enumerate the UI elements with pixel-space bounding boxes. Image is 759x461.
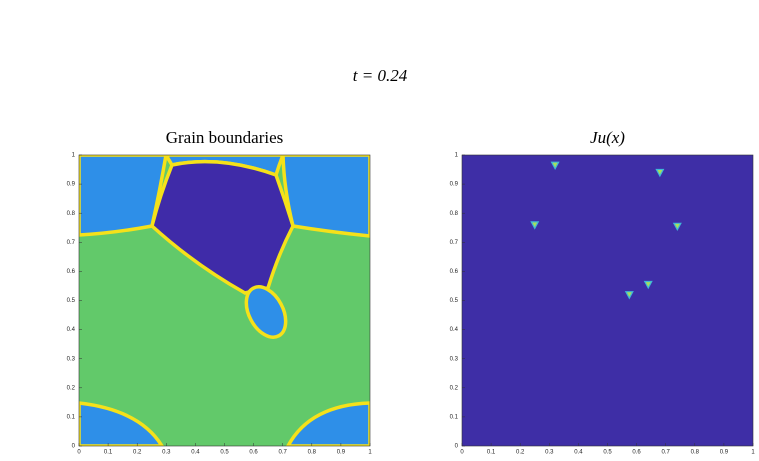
y-tick-label: 0.4 (67, 327, 76, 333)
x-tick-label: 0.8 (308, 450, 317, 456)
y-tick-label: 0.8 (450, 211, 459, 217)
y-tick-label: 0.8 (67, 211, 76, 217)
y-tick-label: 0.2 (450, 385, 459, 391)
junction-point (530, 221, 540, 230)
x-tick-label: 0.1 (487, 450, 496, 456)
y-tick-label: 0.9 (450, 182, 459, 188)
x-tick-label: 0.8 (691, 450, 700, 456)
y-tick-label: 0 (455, 444, 459, 450)
y-tick-label: 0 (72, 444, 76, 450)
x-tick-label: 0.2 (133, 450, 142, 456)
figure-title: t = 0.24 (353, 66, 408, 85)
y-tick-label: 0.5 (67, 298, 76, 304)
y-tick-label: 1 (72, 153, 76, 159)
x-tick-label: 1 (368, 450, 372, 456)
x-tick-label: 0.6 (249, 450, 258, 456)
chart-title: Ju(x) (590, 128, 625, 147)
x-tick-label: 0 (460, 450, 464, 456)
chart-title: Grain boundaries (166, 128, 284, 147)
x-tick-label: 0 (77, 450, 81, 456)
x-tick-label: 0.9 (720, 450, 729, 456)
x-tick-label: 0.5 (220, 450, 229, 456)
y-tick-label: 0.6 (67, 269, 76, 275)
junction-point (643, 280, 653, 290)
x-tick-label: 0.5 (603, 450, 612, 456)
grain-image (79, 155, 370, 446)
x-tick-label: 0.7 (662, 450, 671, 456)
y-tick-label: 0.1 (450, 414, 459, 420)
x-tick-label: 0.7 (279, 450, 288, 456)
y-tick-label: 0.7 (450, 240, 459, 246)
y-tick-label: 0.3 (67, 356, 76, 362)
x-tick-label: 0.9 (337, 450, 346, 456)
junction-point (624, 291, 634, 300)
y-tick-label: 0.9 (67, 182, 76, 188)
x-tick-label: 0.4 (574, 450, 583, 456)
x-tick-label: 0.2 (516, 450, 525, 456)
y-tick-label: 0.1 (67, 414, 76, 420)
y-tick-label: 0.4 (450, 327, 459, 333)
x-tick-label: 1 (751, 450, 755, 456)
y-tick-label: 0.7 (67, 240, 76, 246)
x-tick-label: 0.3 (545, 450, 554, 456)
x-tick-label: 0.1 (104, 450, 113, 456)
x-tick-label: 0.6 (632, 450, 641, 456)
y-tick-label: 0.3 (450, 356, 459, 362)
y-tick-label: 0.6 (450, 269, 459, 275)
field-background (462, 155, 753, 446)
junction-point (672, 222, 682, 232)
y-tick-label: 1 (455, 153, 459, 159)
x-tick-label: 0.4 (191, 450, 200, 456)
x-tick-label: 0.3 (162, 450, 171, 456)
y-tick-label: 0.5 (450, 298, 459, 304)
junction-point (655, 168, 665, 178)
junction-point (550, 161, 560, 170)
y-tick-label: 0.2 (67, 385, 76, 391)
